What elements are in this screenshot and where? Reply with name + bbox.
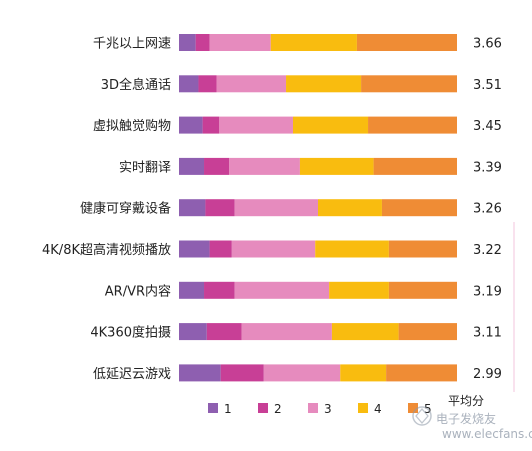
watermark-url: www.elecfans.com	[442, 427, 532, 441]
bar-segment-level-1	[179, 116, 203, 134]
legend-label-4: 4	[374, 402, 382, 416]
watermark-logo-icon	[412, 406, 432, 426]
category-label: 低延迟云游戏	[93, 367, 171, 382]
bar-segment-level-2	[205, 199, 235, 217]
category-label: 3D全息通话	[101, 77, 171, 93]
bar-segment-level-5	[388, 240, 457, 258]
average-score-title: 平均分	[448, 394, 484, 408]
bar-segment-level-3	[209, 34, 271, 51]
bar-segment-level-2	[204, 157, 230, 175]
bar-segment-level-3	[216, 75, 287, 93]
legend-label-1: 1	[224, 402, 232, 416]
bar-segment-level-4	[318, 199, 382, 217]
bar-segment-level-3	[219, 116, 293, 134]
average-value: 3.51	[473, 78, 502, 93]
legend-label-3: 3	[324, 402, 332, 416]
average-values: 3.66 3.51 3.45 3.39 3.26 3.22 3.19 3.11 2.99	[473, 37, 502, 382]
legend-swatch-1	[208, 403, 218, 413]
bar-segment-level-2	[198, 75, 217, 93]
bar-segment-level-1	[179, 75, 199, 93]
bar-segment-level-2	[206, 323, 242, 341]
bar-segment-level-5	[356, 34, 457, 51]
average-value: 3.22	[473, 243, 502, 258]
average-value: 3.26	[473, 202, 502, 217]
legend-swatch-4	[358, 403, 368, 413]
bar-segment-level-3	[229, 157, 300, 175]
watermark: 电子发烧友 www.elecfans.com	[412, 406, 532, 441]
bar-segment-level-2	[220, 364, 264, 382]
bar-segment-level-1	[179, 199, 206, 217]
average-value: 2.99	[473, 367, 502, 382]
bar-segment-level-2	[209, 240, 232, 258]
average-value: 3.19	[473, 284, 502, 299]
legend-swatch-2	[258, 403, 268, 413]
average-value: 3.11	[473, 326, 502, 341]
legend-swatch-3	[308, 403, 318, 413]
bar-segment-level-4	[329, 281, 389, 299]
category-label: 4K/8K超高清视频播放	[42, 242, 171, 258]
bar-segment-level-1	[179, 323, 207, 341]
bar-segment-level-2	[202, 116, 220, 134]
bar-segment-level-5	[368, 116, 457, 134]
legend-label-2: 2	[274, 402, 282, 416]
bar-segment-level-5	[398, 323, 457, 341]
bar-segment-level-3	[234, 281, 330, 299]
bar-segment-level-5	[386, 364, 457, 382]
bar-segment-level-1	[179, 157, 205, 175]
average-value: 3.39	[473, 160, 502, 175]
legend-swatch-5	[408, 403, 418, 413]
bar-segment-level-1	[179, 364, 221, 382]
bar-segment-level-4	[331, 323, 399, 341]
bar-segment-level-1	[179, 281, 205, 299]
category-label: 健康可穿戴设备	[80, 201, 171, 217]
bar-segment-level-2	[195, 34, 210, 51]
bar-segment-level-4	[315, 240, 389, 258]
bar-segment-level-3	[241, 323, 332, 341]
watermark-logo-text: 电子发烧友	[436, 411, 496, 426]
category-label: 4K360度拍摄	[90, 325, 171, 341]
bar-segment-level-5	[361, 75, 457, 93]
bar-segment-level-4	[270, 34, 357, 51]
bars-layer	[179, 34, 457, 382]
bar-segment-level-4	[292, 116, 369, 134]
bar-segment-level-4	[299, 157, 374, 175]
bar-segment-level-5	[381, 199, 457, 217]
bar-segment-level-3	[263, 364, 341, 382]
category-label: 虚拟触觉购物	[93, 118, 171, 134]
bar-segment-level-2	[204, 281, 235, 299]
category-label: 实时翻译	[119, 160, 171, 175]
bar-segment-level-4	[286, 75, 362, 93]
bar-segment-level-1	[179, 240, 210, 258]
bar-segment-level-3	[231, 240, 316, 258]
bar-segment-level-5	[388, 281, 457, 299]
bar-segment-level-1	[179, 34, 196, 51]
average-value: 3.45	[473, 119, 502, 134]
category-label: AR/VR内容	[105, 283, 171, 299]
bar-segment-level-4	[340, 364, 387, 382]
bar-segment-level-5	[373, 157, 457, 175]
category-label: 千兆以上网速	[93, 37, 171, 52]
average-value: 3.66	[473, 37, 502, 52]
bar-segment-level-3	[234, 199, 318, 217]
